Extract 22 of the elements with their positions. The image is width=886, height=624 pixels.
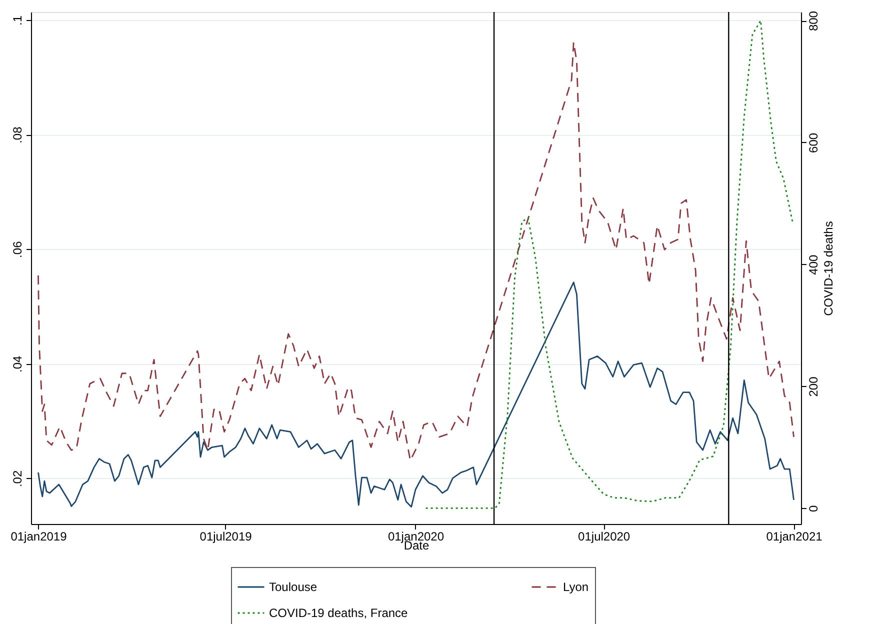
legend-label: Lyon <box>563 580 589 594</box>
y-tick-label: .02 <box>10 470 24 488</box>
y2-axis-title: COVID-19 deaths <box>822 221 836 316</box>
x-tick-label: 01jul2019 <box>200 530 252 544</box>
y-tick-label: .06 <box>10 240 24 258</box>
line-series <box>38 42 794 462</box>
y2-tick-label: 800 <box>806 10 820 32</box>
x-tick-label: 01jan2020 <box>388 530 444 544</box>
x-tick-label: 01jan2021 <box>766 530 823 544</box>
y2-tick-label: 200 <box>806 376 820 397</box>
y-tick-label: .04 <box>10 355 24 372</box>
legend-label: Toulouse <box>269 580 318 594</box>
y2-tick-label: 600 <box>806 132 820 153</box>
y2-tick-label: 400 <box>806 254 820 275</box>
x-tick-label: 01jul2020 <box>578 530 630 544</box>
legend-label: COVID-19 deaths, France <box>269 606 408 620</box>
y-tick-label: .1 <box>10 15 24 26</box>
y2-tick-label: 0 <box>806 504 820 512</box>
x-tick-label: 01jan2019 <box>10 530 68 544</box>
y-tick-label: .08 <box>10 126 24 144</box>
line-series <box>38 282 794 508</box>
line-series <box>425 20 794 509</box>
